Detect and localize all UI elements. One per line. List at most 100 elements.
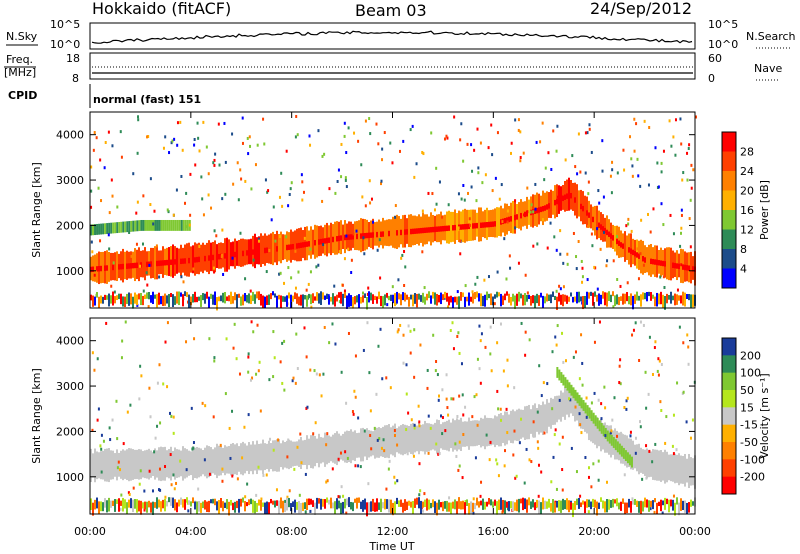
speckle: [294, 286, 297, 290]
near-range-clutter: [366, 297, 368, 310]
speckle: [587, 224, 590, 228]
speckle: [598, 320, 601, 324]
speckle: [379, 276, 382, 280]
near-range-clutter: [412, 500, 414, 514]
near-range-clutter: [252, 499, 254, 513]
speckle: [490, 123, 493, 127]
echo-core: [230, 252, 232, 258]
near-range-clutter: [176, 502, 178, 513]
speckle: [678, 325, 681, 329]
near-range-clutter: [642, 501, 644, 512]
nave-tick-top: 60: [708, 52, 722, 65]
speckle: [556, 324, 559, 328]
speckle: [480, 480, 483, 484]
near-range-clutter: [646, 292, 648, 302]
speckle: [418, 462, 421, 466]
near-range-clutter: [184, 499, 186, 510]
speckle: [135, 211, 138, 215]
speckle: [491, 153, 494, 157]
speckle: [340, 485, 343, 489]
speckle: [185, 468, 188, 472]
speckle: [600, 402, 603, 406]
near-range-clutter: [248, 293, 250, 304]
speckle: [231, 409, 234, 413]
speckle: [294, 249, 297, 253]
speckle: [581, 383, 584, 387]
speckle: [107, 130, 110, 134]
speckle: [402, 139, 405, 143]
near-range-clutter: [352, 502, 354, 512]
near-range-clutter: [376, 296, 378, 304]
speckle: [204, 404, 207, 408]
speckle: [337, 168, 340, 172]
near-range-clutter: [308, 498, 310, 506]
speckle: [468, 217, 471, 221]
near-range-clutter: [436, 502, 438, 516]
speckle: [472, 497, 475, 501]
echo-column: [330, 222, 332, 256]
speckle: [138, 482, 141, 486]
echo-column: [662, 452, 664, 481]
speckle: [553, 235, 556, 239]
speckle: [312, 432, 315, 436]
echo-core: [356, 233, 358, 240]
near-range-clutter: [126, 293, 128, 304]
near-range-clutter: [208, 500, 210, 513]
echo-column: [168, 449, 170, 479]
speckle: [554, 335, 557, 339]
speckle: [283, 281, 286, 285]
speckle: [281, 341, 284, 345]
speckle: [476, 357, 479, 361]
secondary-echo: [156, 219, 159, 231]
speckle: [639, 320, 642, 324]
speckle: [369, 409, 372, 413]
near-range-clutter: [464, 502, 466, 515]
echo-column: [428, 423, 430, 452]
speckle: [175, 188, 178, 192]
speckle: [284, 499, 287, 503]
near-range-clutter: [230, 291, 232, 305]
speckle: [156, 424, 159, 428]
near-range-clutter: [318, 498, 320, 504]
speckle: [687, 345, 690, 349]
freq-tick-top: 18: [66, 52, 80, 65]
near-range-clutter: [342, 501, 344, 514]
speckle: [496, 270, 499, 274]
colorbar-segment: [722, 390, 736, 408]
speckle: [637, 174, 640, 178]
secondary-echo: [558, 369, 561, 381]
speckle: [597, 459, 600, 463]
near-range-clutter: [298, 500, 300, 514]
speckle: [375, 392, 378, 396]
speckle: [517, 261, 520, 265]
near-range-clutter: [310, 498, 312, 505]
near-range-clutter: [578, 291, 580, 303]
echo-column: [590, 410, 592, 442]
speckle: [322, 372, 325, 376]
speckle: [519, 159, 522, 163]
speckle: [364, 119, 367, 123]
speckle: [558, 442, 561, 446]
speckle: [207, 172, 210, 176]
near-range-clutter: [158, 499, 160, 508]
near-range-clutter: [672, 295, 674, 301]
speckle: [546, 246, 549, 250]
nsky-tick-top: 10^5: [50, 18, 80, 31]
speckle: [665, 415, 668, 419]
speckle: [457, 192, 460, 196]
colorbar-tick-label: -50: [740, 436, 758, 449]
speckle: [249, 378, 252, 382]
speckle: [218, 163, 221, 167]
speckle: [286, 455, 289, 459]
echo-core: [514, 214, 516, 221]
speckle: [212, 266, 215, 270]
echo-column: [594, 205, 596, 236]
speckle: [613, 396, 616, 400]
near-range-clutter: [100, 295, 102, 304]
speckle: [366, 292, 369, 296]
echo-column: [374, 427, 376, 459]
near-range-clutter: [408, 500, 410, 506]
speckle: [547, 413, 550, 417]
